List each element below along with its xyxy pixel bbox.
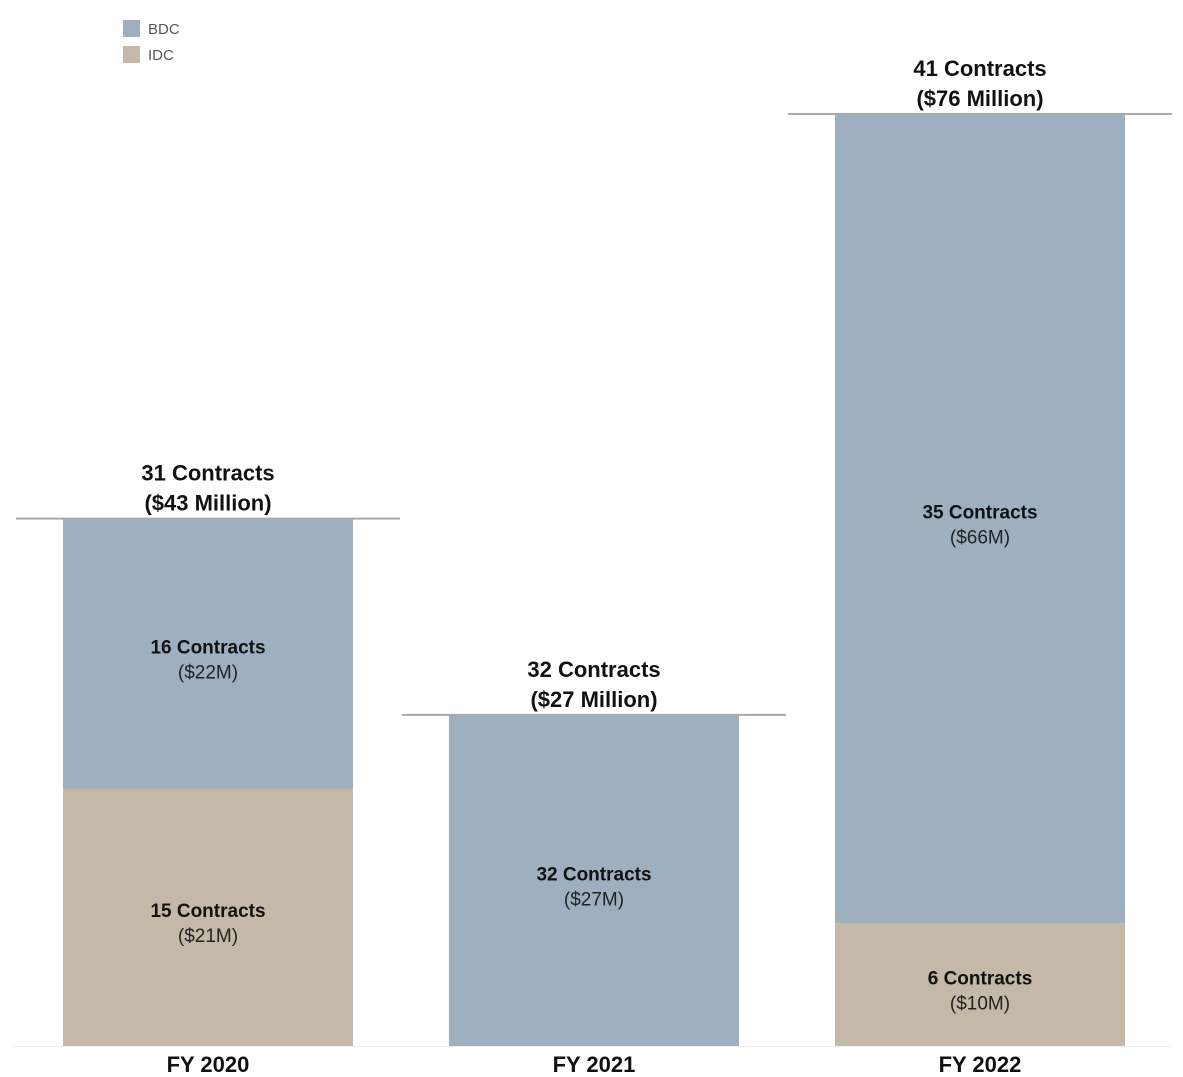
legend-label-idc: IDC bbox=[148, 47, 174, 64]
bar-idc-fy-2022 bbox=[835, 923, 1125, 1046]
data-label-contracts-bdc-fy-2021: 32 Contracts bbox=[536, 864, 651, 885]
total-label-amount-fy-2020: ($43 Million) bbox=[144, 491, 271, 516]
total-label-amount-fy-2022: ($76 Million) bbox=[916, 86, 1043, 111]
legend-label-bdc: BDC bbox=[148, 21, 180, 38]
bar-idc-fy-2020 bbox=[63, 788, 353, 1046]
data-label-amount-idc-fy-2020: ($21M) bbox=[178, 926, 238, 947]
bar-bdc-fy-2021 bbox=[449, 714, 739, 1046]
total-label-contracts-fy-2020: 31 Contracts bbox=[141, 461, 274, 486]
data-label-contracts-idc-fy-2022: 6 Contracts bbox=[928, 969, 1033, 990]
data-label-contracts-bdc-fy-2022: 35 Contracts bbox=[922, 503, 1037, 524]
bar-bdc-fy-2020 bbox=[63, 518, 353, 789]
x-tick-label-fy-2022: FY 2022 bbox=[939, 1052, 1022, 1077]
data-label-amount-bdc-fy-2021: ($27M) bbox=[564, 889, 624, 910]
total-label-contracts-fy-2022: 41 Contracts bbox=[913, 56, 1046, 81]
legend-swatch-idc bbox=[123, 46, 140, 63]
data-label-contracts-idc-fy-2020: 15 Contracts bbox=[150, 901, 265, 922]
data-label-amount-idc-fy-2022: ($10M) bbox=[950, 994, 1010, 1015]
x-tick-label-fy-2020: FY 2020 bbox=[167, 1052, 250, 1077]
total-label-amount-fy-2021: ($27 Million) bbox=[530, 687, 657, 712]
bar-bdc-fy-2022 bbox=[835, 114, 1125, 924]
x-tick-label-fy-2021: FY 2021 bbox=[553, 1052, 636, 1077]
data-label-amount-bdc-fy-2022: ($66M) bbox=[950, 528, 1010, 549]
legend: BDC IDC bbox=[123, 20, 180, 64]
data-label-amount-bdc-fy-2020: ($22M) bbox=[178, 663, 238, 684]
plot-area: 15 Contracts ($21M) 16 Contracts ($22M) 31 C… bbox=[14, 56, 1172, 1077]
data-label-contracts-bdc-fy-2020: 16 Contracts bbox=[150, 638, 265, 659]
legend-swatch-bdc bbox=[123, 20, 140, 37]
total-label-contracts-fy-2021: 32 Contracts bbox=[527, 657, 660, 682]
